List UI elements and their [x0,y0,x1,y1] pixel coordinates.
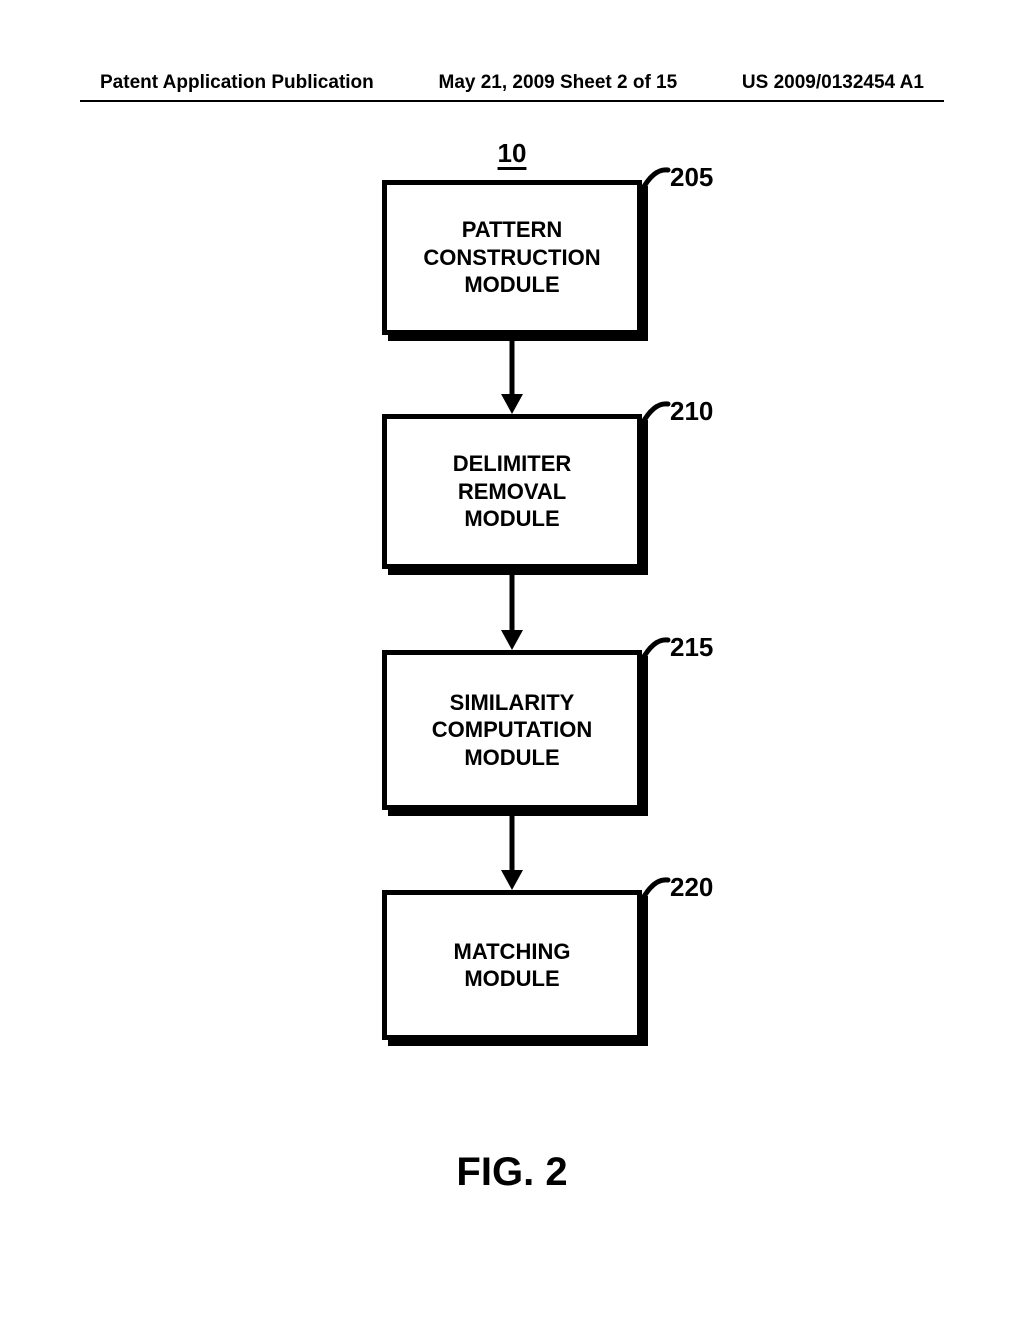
flow-edge [492,575,532,650]
flow-node-label: PATTERN CONSTRUCTION MODULE [423,216,600,299]
header-right: US 2009/0132454 A1 [742,72,924,94]
flow-node-box: PATTERN CONSTRUCTION MODULE [382,180,642,335]
flow-node-label: MATCHING MODULE [454,938,571,993]
callout-number: 220 [670,872,713,903]
flow-node-label: DELIMITER REMOVAL MODULE [453,450,572,533]
callout-number: 205 [670,162,713,193]
callout-number: 210 [670,396,713,427]
flow-node-label: SIMILARITY COMPUTATION MODULE [432,689,593,772]
figure-2: 10 FIG. 2 205 PATTERN CONSTRUCTION MODULE… [0,130,1024,1230]
flow-edge [492,816,532,890]
flow-edge [492,341,532,414]
flow-node-box: SIMILARITY COMPUTATION MODULE [382,650,642,810]
flow-node: SIMILARITY COMPUTATION MODULE [382,650,642,810]
flow-node-box: DELIMITER REMOVAL MODULE [382,414,642,569]
flow-node: DELIMITER REMOVAL MODULE [382,414,642,569]
diagram-ref-number: 10 [498,138,527,169]
header-center: May 21, 2009 Sheet 2 of 15 [439,72,678,94]
figure-label: FIG. 2 [456,1150,567,1195]
flow-node: PATTERN CONSTRUCTION MODULE [382,180,642,335]
header-left: Patent Application Publication [100,72,374,94]
callout-number: 215 [670,632,713,663]
flow-node-box: MATCHING MODULE [382,890,642,1040]
header-rule [80,100,944,102]
page-header: Patent Application Publication May 21, 2… [0,72,1024,94]
flow-node: MATCHING MODULE [382,890,642,1040]
